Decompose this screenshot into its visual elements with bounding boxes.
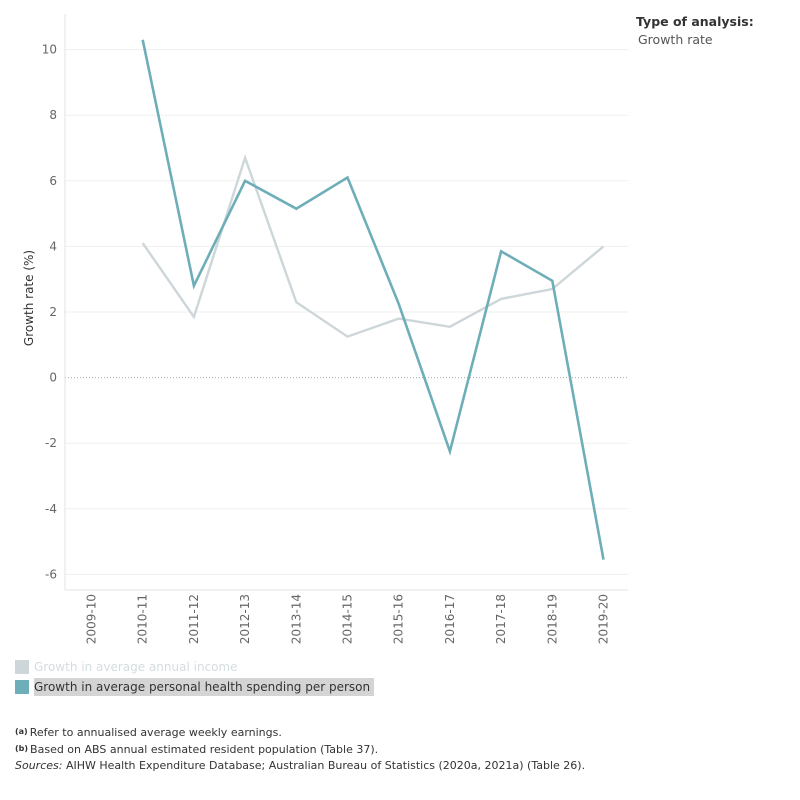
x-tick-label: 2010-11 [136, 594, 150, 644]
y-tick-label: 8 [49, 108, 57, 122]
footnote-b-text: Based on ABS annual estimated resident p… [30, 743, 379, 756]
gridlines [65, 49, 628, 575]
sources: Sources: AIHW Health Expenditure Databas… [15, 758, 585, 774]
x-tick-label: 2018-19 [545, 594, 559, 644]
legend-swatch-health-spending [15, 680, 29, 694]
footnote-b-mark: (b) [15, 744, 29, 753]
x-tick-label: 2015-16 [392, 594, 406, 644]
legend-swatch-income [15, 660, 29, 674]
series-line-1[interactable] [141, 39, 605, 560]
axes [64, 14, 628, 591]
y-tick-labels: -6 -4 -2 0 2 4 6 8 10 [42, 43, 57, 582]
x-tick-label: 2009-10 [85, 594, 99, 644]
footnote-a: (a) Refer to annualised average weekly ea… [15, 724, 585, 741]
footnotes: (a) Refer to annualised average weekly ea… [15, 724, 585, 774]
y-axis-title: Growth rate (%) [22, 250, 36, 346]
x-tick-label: 2014-15 [341, 594, 355, 644]
sources-text: AIHW Health Expenditure Database; Austra… [65, 759, 586, 772]
x-tick-labels: 2009-10 2010-11 2011-12 2012-13 2013-14 2014-… [85, 594, 611, 644]
y-tick-label: 10 [42, 43, 57, 57]
x-tick-label: 2013-14 [289, 594, 303, 644]
x-tick-label: 2016-17 [443, 594, 457, 644]
y-tick-label: 4 [49, 239, 57, 253]
analysis-type-filter[interactable]: Type of analysis: Growth rate [636, 14, 754, 47]
x-tick-label: 2012-13 [238, 594, 252, 644]
footnote-a-text: Refer to annualised average weekly earni… [29, 726, 282, 739]
legend-item-health-spending[interactable]: Growth in average personal health spendi… [15, 677, 375, 697]
legend-label-income: Growth in average annual income [34, 660, 238, 674]
filter-title: Type of analysis: [636, 14, 754, 29]
footnote-b: (b) Based on ABS annual estimated residen… [15, 741, 585, 758]
series-lines[interactable] [141, 39, 605, 560]
x-tick-label: 2019-20 [597, 594, 611, 644]
y-tick-label: -2 [45, 436, 57, 450]
filter-value[interactable]: Growth rate [638, 32, 713, 47]
y-tick-label: -6 [45, 567, 57, 581]
y-tick-label: 0 [49, 371, 57, 385]
y-tick-label: 2 [49, 305, 57, 319]
series-line-0[interactable] [141, 154, 605, 338]
y-tick-label: -4 [45, 502, 57, 516]
x-tick-label: 2011-12 [187, 594, 201, 644]
footnote-a-mark: (a) [15, 727, 28, 736]
legend[interactable]: Growth in average annual income Growth i… [15, 657, 375, 697]
x-tick-label: 2017-18 [494, 594, 508, 644]
y-tick-label: 6 [49, 174, 57, 188]
legend-item-income[interactable]: Growth in average annual income [15, 657, 374, 677]
legend-label-health-spending: Growth in average personal health spendi… [34, 678, 375, 696]
sources-label: Sources: [15, 759, 63, 772]
